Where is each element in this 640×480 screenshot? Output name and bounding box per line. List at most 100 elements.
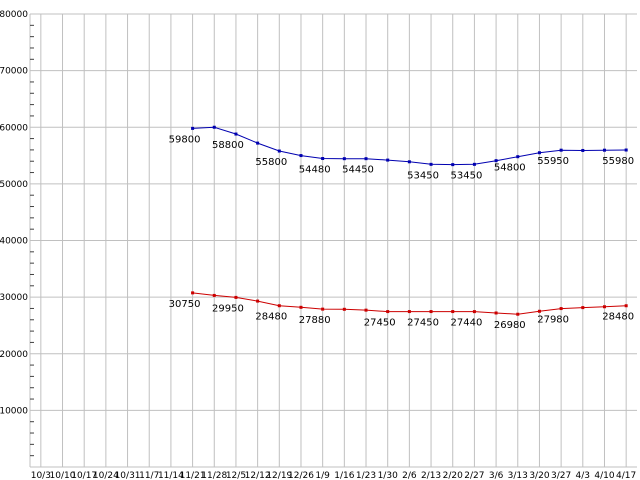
lower-red-series-marker bbox=[299, 305, 303, 309]
upper-blue-series-marker bbox=[602, 148, 606, 152]
lower-red-series-value-label: 27450 bbox=[407, 318, 439, 329]
lower-red-series-marker bbox=[581, 306, 585, 310]
x-axis-tick-label: 4/17 bbox=[616, 471, 636, 480]
y-axis-tick-label: 80000 bbox=[0, 10, 28, 20]
lower-red-series-value-label: 27880 bbox=[299, 315, 331, 326]
lower-red-series-value-label: 30750 bbox=[169, 299, 201, 310]
upper-blue-series-value-label: 55980 bbox=[602, 156, 634, 167]
upper-blue-series-value-label: 55800 bbox=[255, 157, 287, 168]
upper-blue-series-value-label: 53450 bbox=[451, 170, 483, 181]
upper-blue-series-marker bbox=[321, 157, 325, 161]
upper-blue-series-marker bbox=[451, 163, 455, 167]
lower-red-series-marker bbox=[191, 291, 195, 295]
upper-blue-series-value-label: 54480 bbox=[299, 165, 331, 176]
lower-red-series-value-label: 28480 bbox=[602, 312, 634, 323]
x-axis-tick-label: 2/13 bbox=[421, 471, 441, 480]
upper-blue-series-marker bbox=[364, 157, 368, 161]
x-axis-tick-label: 11/28 bbox=[201, 471, 227, 480]
x-axis-tick-label: 3/13 bbox=[508, 471, 528, 480]
lower-red-series-marker bbox=[364, 308, 368, 312]
lower-red-series-value-label: 28480 bbox=[255, 312, 287, 323]
lower-red-series-value-label: 29950 bbox=[212, 303, 244, 314]
lower-red-series-marker bbox=[451, 310, 455, 314]
lower-red-series-marker bbox=[472, 310, 476, 314]
upper-blue-series-marker bbox=[429, 162, 433, 166]
x-axis-tick-label: 10/10 bbox=[50, 471, 76, 480]
lower-red-series-marker bbox=[429, 310, 433, 314]
upper-blue-series-marker bbox=[581, 148, 585, 152]
x-axis-tick-label: 12/26 bbox=[288, 471, 314, 480]
x-axis-tick-label: 1/30 bbox=[378, 471, 398, 480]
x-axis-tick-label: 1/23 bbox=[356, 471, 376, 480]
x-axis-tick-label: 4/10 bbox=[594, 471, 614, 480]
x-axis-tick-label: 11/7 bbox=[139, 471, 159, 480]
x-axis-tick-label: 11/21 bbox=[180, 471, 206, 480]
upper-blue-series-marker bbox=[559, 148, 563, 152]
lower-red-series-marker bbox=[602, 305, 606, 309]
lower-red-series-marker bbox=[624, 304, 628, 308]
upper-blue-series-marker bbox=[299, 154, 303, 158]
lower-red-series-marker bbox=[342, 307, 346, 311]
x-axis-tick-label: 2/20 bbox=[443, 471, 463, 480]
x-axis-tick-label: 10/17 bbox=[71, 471, 97, 480]
upper-blue-series-marker bbox=[472, 162, 476, 166]
lower-red-series-marker bbox=[277, 304, 281, 308]
x-axis-tick-label: 10/24 bbox=[93, 471, 119, 480]
lower-red-series-marker bbox=[212, 293, 216, 297]
upper-blue-series-value-label: 55950 bbox=[537, 156, 569, 167]
x-axis-tick-label: 11/14 bbox=[158, 471, 184, 480]
lower-red-series-value-label: 26980 bbox=[494, 320, 526, 331]
y-axis-tick-label: 20000 bbox=[0, 350, 28, 360]
x-axis-tick-label: 4/3 bbox=[576, 471, 590, 480]
x-axis-tick-label: 3/20 bbox=[529, 471, 549, 480]
upper-blue-series-value-label: 58800 bbox=[212, 140, 244, 151]
x-axis-tick-label: 2/6 bbox=[402, 471, 417, 480]
upper-blue-series-value-label: 54800 bbox=[494, 163, 526, 174]
upper-blue-series-marker bbox=[494, 159, 498, 163]
upper-blue-series-marker bbox=[624, 148, 628, 152]
upper-blue-series-marker bbox=[234, 132, 238, 136]
x-axis-tick-label: 2/27 bbox=[464, 471, 484, 480]
lower-red-series-marker bbox=[234, 295, 238, 299]
lower-red-series-value-label: 27450 bbox=[364, 318, 396, 329]
x-axis-tick-label: 10/3 bbox=[31, 471, 51, 480]
upper-blue-series-marker bbox=[277, 149, 281, 153]
y-axis-tick-label: 50000 bbox=[0, 180, 28, 190]
lower-red-series-value-label: 27440 bbox=[451, 318, 483, 329]
lower-red-series-marker bbox=[256, 299, 260, 303]
upper-blue-series-marker bbox=[386, 158, 390, 162]
y-axis-tick-label: 30000 bbox=[0, 293, 28, 303]
lower-red-series-marker bbox=[559, 307, 563, 311]
lower-red-series-marker bbox=[494, 311, 498, 315]
upper-blue-series-marker bbox=[342, 157, 346, 161]
upper-blue-series-marker bbox=[407, 160, 411, 164]
x-axis-tick-label: 3/27 bbox=[551, 471, 571, 480]
upper-blue-series-value-label: 54450 bbox=[342, 165, 374, 176]
y-axis-tick-label: 70000 bbox=[0, 67, 28, 77]
x-axis-tick-label: 12/12 bbox=[245, 471, 271, 480]
upper-blue-series-marker bbox=[516, 155, 520, 159]
x-axis-tick-label: 1/16 bbox=[334, 471, 354, 480]
upper-blue-series-marker bbox=[256, 141, 260, 145]
lower-red-series-marker bbox=[537, 309, 541, 313]
upper-blue-series-value-label: 59800 bbox=[169, 134, 201, 145]
y-axis-tick-label: 40000 bbox=[0, 237, 28, 247]
y-axis-tick-label: 10000 bbox=[0, 406, 28, 416]
lower-red-series-marker bbox=[386, 310, 390, 314]
lower-red-series-marker bbox=[516, 312, 520, 316]
lower-red-series-marker bbox=[321, 307, 325, 311]
x-axis-tick-label: 12/19 bbox=[266, 471, 292, 480]
upper-blue-series-marker bbox=[537, 151, 541, 155]
upper-blue-series-marker bbox=[191, 126, 195, 130]
lower-red-series-marker bbox=[407, 310, 411, 314]
upper-blue-series-marker bbox=[212, 125, 216, 129]
x-axis-tick-label: 12/5 bbox=[226, 471, 246, 480]
y-axis-tick-label: 60000 bbox=[0, 123, 28, 133]
lower-red-series-value-label: 27980 bbox=[537, 315, 569, 326]
x-axis-tick-label: 3/6 bbox=[489, 471, 504, 480]
x-axis-tick-label: 10/31 bbox=[115, 471, 141, 480]
upper-blue-series-value-label: 53450 bbox=[407, 170, 439, 181]
x-axis-tick-label: 1/9 bbox=[315, 471, 330, 480]
